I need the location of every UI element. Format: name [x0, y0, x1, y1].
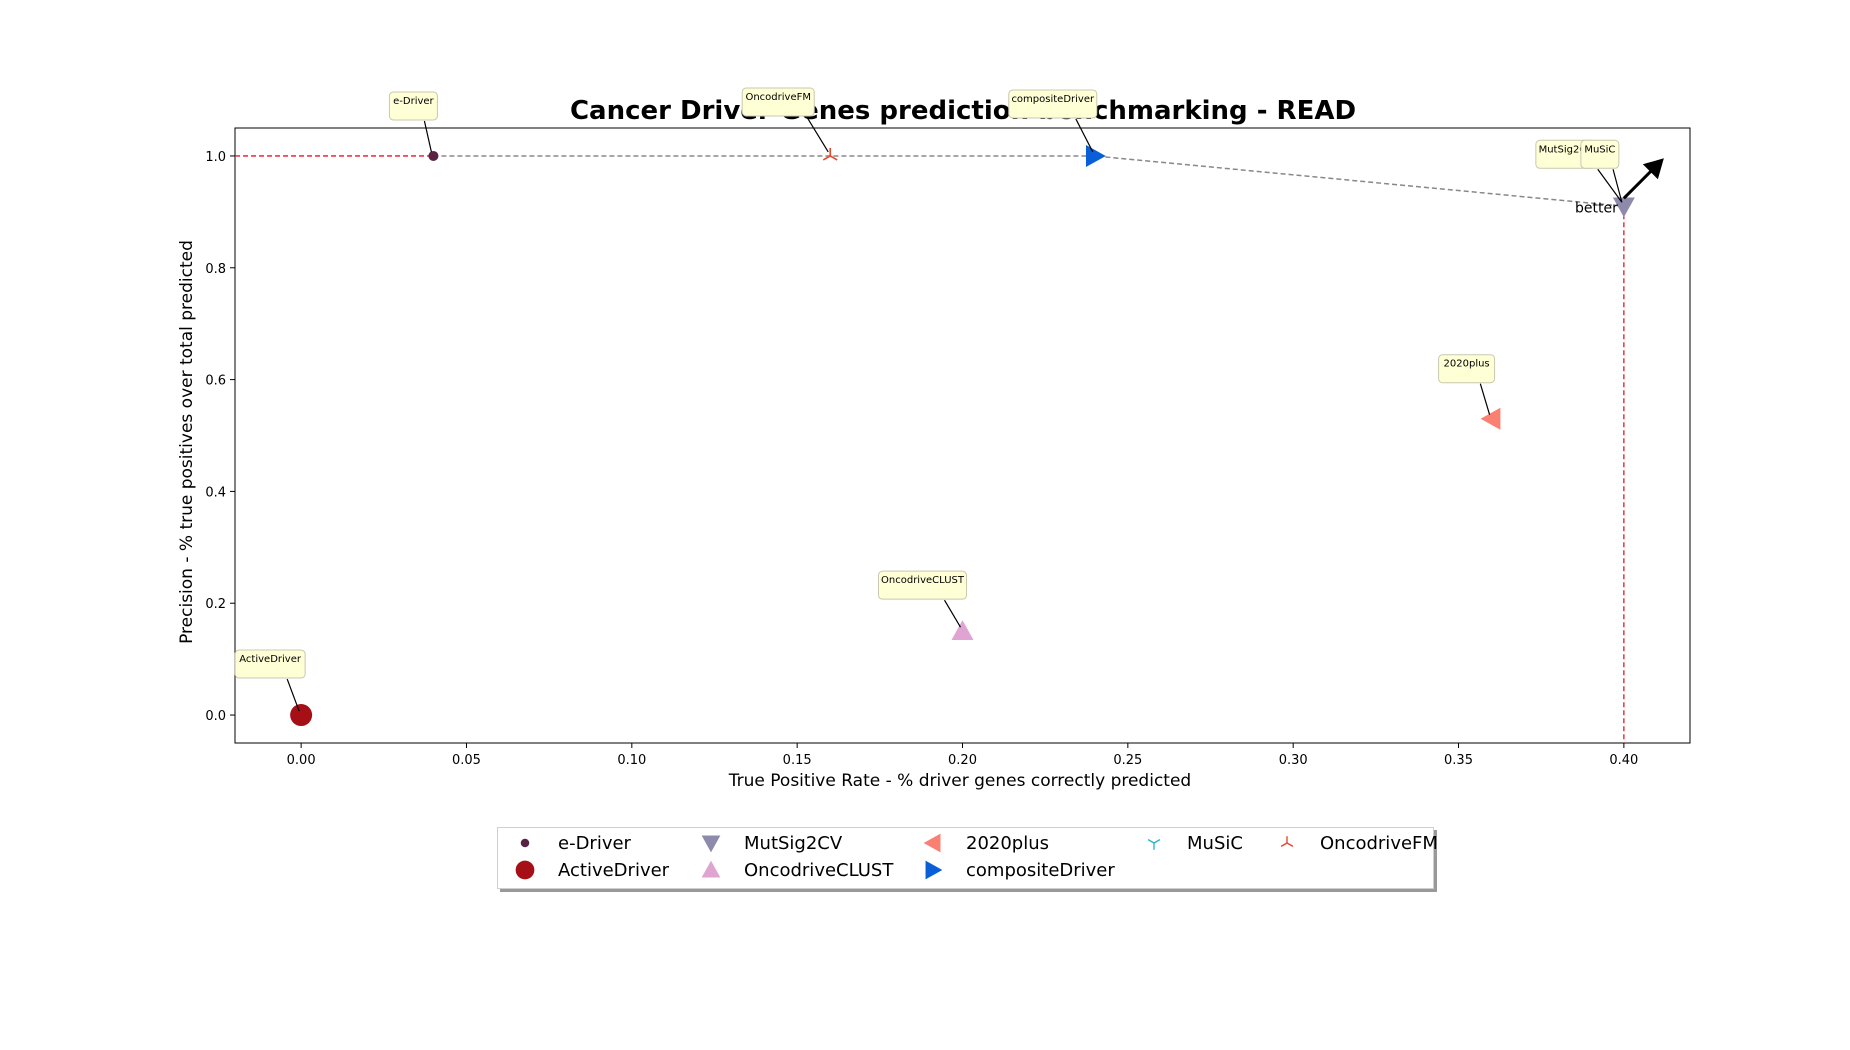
- annotation-label: compositeDriver: [1011, 94, 1095, 105]
- legend-marker: [925, 860, 943, 880]
- y-tick-label: 0.6: [205, 374, 226, 389]
- annotation-label: 2020plus: [1444, 359, 1490, 370]
- annotation-arrow: [1479, 383, 1491, 415]
- legend-label: 2020plus: [966, 832, 1050, 854]
- legend-label: ActiveDriver: [558, 859, 670, 881]
- legend-entry: MutSig2CV: [696, 830, 842, 856]
- annotation-arrow: [423, 120, 432, 153]
- annotation-box: [234, 649, 306, 679]
- x-tick-label: 0.30: [1279, 753, 1308, 768]
- legend-label: MuSiC: [1187, 832, 1243, 854]
- marker-tri-down: [1147, 839, 1161, 850]
- marker-triangle-down: [701, 835, 721, 853]
- x-tick-label: 0.25: [1113, 753, 1142, 768]
- x-tick-label: 0.20: [948, 753, 977, 768]
- legend-marker: [1147, 839, 1161, 850]
- annotation-box: [1580, 139, 1620, 169]
- legend-entry: e-Driver: [510, 830, 631, 856]
- data-point-e-Driver: [428, 150, 439, 161]
- annotation-label: MutSig2CV: [1539, 144, 1594, 155]
- x-tick-label: 0.00: [287, 753, 316, 768]
- marker-stroke: [1147, 839, 1155, 844]
- annotation-arrow: [943, 599, 962, 628]
- legend-marker: [515, 860, 535, 880]
- annotation-label: OncodriveCLUST: [881, 575, 965, 586]
- annotation-arrow: [1075, 118, 1094, 153]
- legend-label: MutSig2CV: [744, 832, 843, 854]
- x-axis-label: True Positive Rate - % driver genes corr…: [728, 771, 1191, 791]
- annotation-box: [1008, 89, 1098, 119]
- better-arrow-head: [1642, 158, 1664, 180]
- x-tick-label: 0.15: [783, 753, 812, 768]
- y-tick-label: 0.8: [205, 262, 226, 277]
- marker-triangle-right: [925, 860, 943, 880]
- marker-circle-large: [515, 860, 535, 880]
- legend-entry: ActiveDriver: [510, 857, 669, 883]
- data-point-ActiveDriver: [290, 704, 313, 727]
- marker-triangle-left: [923, 833, 941, 853]
- marker-stroke: [1286, 842, 1294, 847]
- plot-frame: [234, 127, 1691, 744]
- y-tick-label: 0.4: [205, 485, 226, 500]
- y-axis-label: Precision - % true positives over total …: [177, 240, 197, 644]
- annotation-box: [741, 87, 815, 117]
- annotation-arrow: [1597, 168, 1623, 203]
- y-tick-label: 1.0: [205, 150, 226, 165]
- data-point-compositeDriver: [1085, 144, 1106, 167]
- data-point-OncodriveFM: [822, 147, 838, 161]
- legend-label: OncodriveFM: [1320, 832, 1438, 854]
- annotation-label: OncodriveFM: [745, 92, 811, 103]
- marker-stroke: [822, 155, 831, 161]
- x-tick-label: 0.35: [1444, 753, 1473, 768]
- annotation-label: MuSiC: [1584, 144, 1615, 155]
- annotation-label: e-Driver: [393, 96, 434, 107]
- data-point-OncodriveCLUST: [951, 620, 974, 640]
- marker-stroke: [1280, 842, 1288, 847]
- y-tick-label: 0.0: [205, 709, 226, 724]
- legend-label: compositeDriver: [966, 859, 1115, 881]
- annotation-arrow: [806, 116, 829, 153]
- annotation-box: [388, 91, 438, 121]
- annotation-box: [878, 570, 967, 600]
- marker-stroke: [829, 155, 838, 161]
- legend-entry: OncodriveCLUST: [696, 857, 893, 883]
- legend-marker: [1280, 836, 1294, 847]
- marker-tri-up: [1280, 836, 1294, 847]
- better-label: better: [1575, 200, 1618, 216]
- better-arrow: [1622, 167, 1655, 200]
- marker-triangle-up: [701, 860, 721, 878]
- legend-entry: OncodriveFM: [1272, 830, 1438, 856]
- marker-stroke: [1153, 839, 1161, 844]
- annotation-label: ActiveDriver: [239, 654, 302, 665]
- marker-circle-small: [520, 838, 530, 848]
- legend-marker: [520, 838, 530, 848]
- data-point-MutSig2CV: [1612, 197, 1635, 218]
- legend-marker: [701, 835, 721, 853]
- data-point-2020plus: [1480, 407, 1501, 430]
- pareto-front-line: [433, 155, 1624, 208]
- legend-label: OncodriveCLUST: [744, 859, 894, 881]
- legend-label: e-Driver: [558, 832, 631, 854]
- legend-marker: [701, 860, 721, 878]
- annotation-box: [1438, 354, 1496, 384]
- x-tick-label: 0.10: [617, 753, 646, 768]
- annotation-arrow: [1612, 169, 1623, 203]
- x-tick-label: 0.05: [452, 753, 481, 768]
- x-tick-label: 0.40: [1609, 753, 1638, 768]
- legend-entry: MuSiC: [1139, 830, 1243, 856]
- legend-marker: [923, 833, 941, 853]
- annotation-arrow: [286, 678, 300, 712]
- legend-entry: 2020plus: [918, 830, 1049, 856]
- chart-legend: e-Driver MutSig2CV 2020plus MuSiC Oncodr…: [497, 827, 1438, 889]
- legend-entry: compositeDriver: [918, 857, 1115, 883]
- chart-title: Cancer Driver Genes prediction benchmark…: [570, 96, 1356, 126]
- y-tick-label: 0.2: [205, 597, 226, 612]
